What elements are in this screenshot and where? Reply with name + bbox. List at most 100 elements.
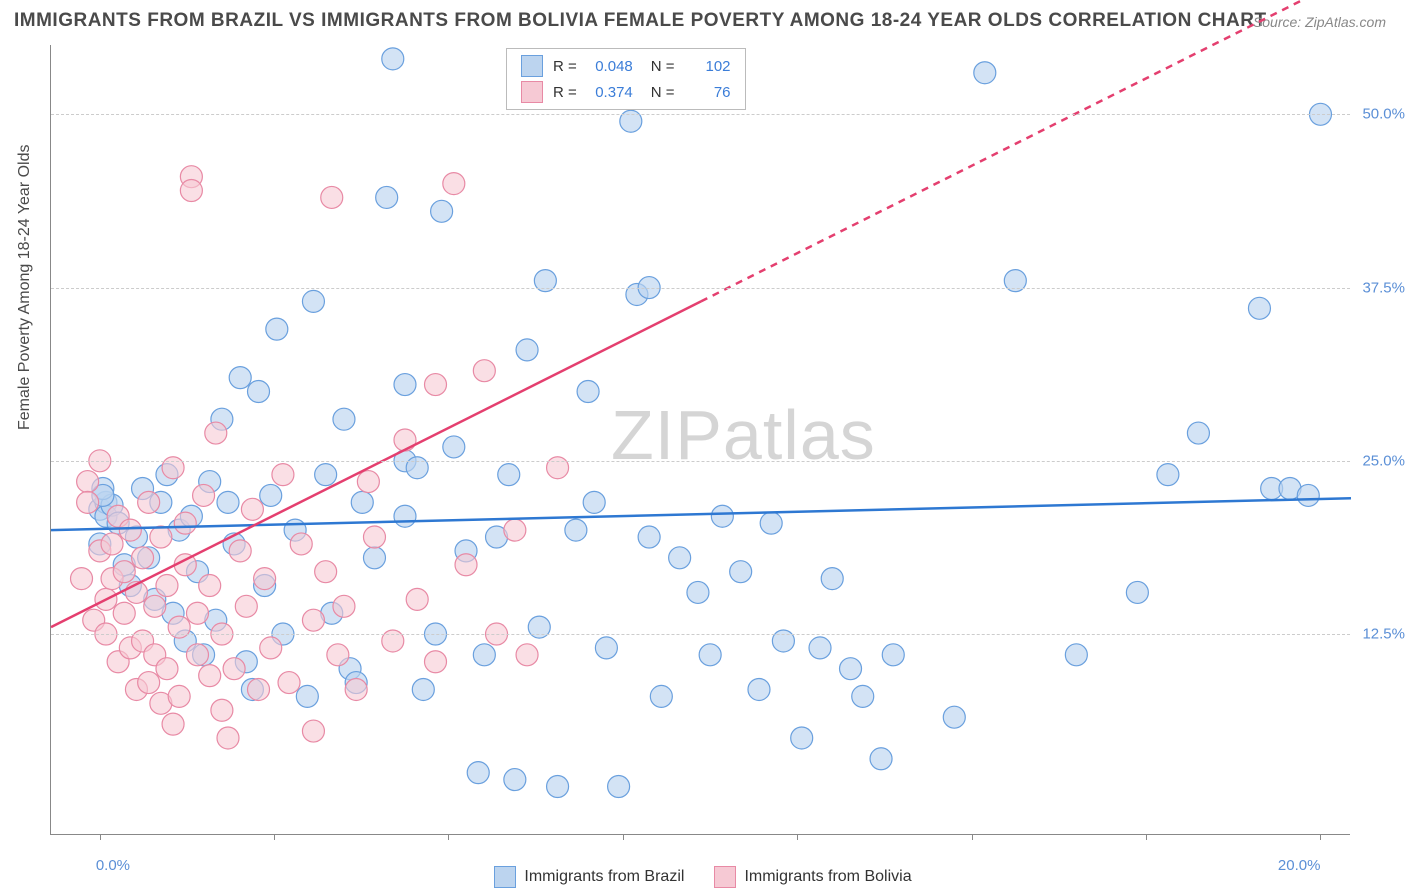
data-point bbox=[278, 672, 300, 694]
data-point bbox=[333, 595, 355, 617]
data-point bbox=[1187, 422, 1209, 444]
data-point bbox=[235, 595, 257, 617]
r-value: 0.374 bbox=[587, 84, 633, 101]
data-point bbox=[296, 685, 318, 707]
data-point bbox=[150, 526, 172, 548]
trend-line bbox=[51, 301, 701, 627]
n-value: 76 bbox=[685, 84, 731, 101]
y-tick-label: 37.5% bbox=[1362, 279, 1405, 296]
data-point bbox=[577, 380, 599, 402]
gridline bbox=[51, 634, 1350, 635]
data-point bbox=[638, 526, 660, 548]
data-point bbox=[943, 706, 965, 728]
data-point bbox=[254, 568, 276, 590]
n-value: 102 bbox=[685, 58, 731, 75]
y-tick-label: 12.5% bbox=[1362, 626, 1405, 643]
data-point bbox=[852, 685, 874, 707]
x-tick bbox=[1146, 834, 1147, 840]
data-point bbox=[516, 339, 538, 361]
data-point bbox=[229, 540, 251, 562]
data-point bbox=[302, 609, 324, 631]
data-point bbox=[351, 491, 373, 513]
data-point bbox=[711, 505, 733, 527]
r-label: R = bbox=[553, 58, 577, 75]
y-tick-label: 25.0% bbox=[1362, 452, 1405, 469]
data-point bbox=[162, 713, 184, 735]
data-point bbox=[406, 588, 428, 610]
data-point bbox=[144, 595, 166, 617]
data-point bbox=[223, 658, 245, 680]
data-point bbox=[394, 374, 416, 396]
data-point bbox=[1248, 297, 1270, 319]
data-point bbox=[382, 48, 404, 70]
data-point bbox=[504, 519, 526, 541]
trend-line bbox=[701, 0, 1351, 301]
data-point bbox=[315, 464, 337, 486]
data-point bbox=[315, 561, 337, 583]
x-tick bbox=[797, 834, 798, 840]
data-point bbox=[760, 512, 782, 534]
data-point bbox=[748, 678, 770, 700]
r-value: 0.048 bbox=[587, 58, 633, 75]
data-point bbox=[180, 180, 202, 202]
n-label: N = bbox=[651, 84, 675, 101]
x-tick bbox=[100, 834, 101, 840]
x-tick bbox=[448, 834, 449, 840]
data-point bbox=[241, 498, 263, 520]
legend-series-item: Immigrants from Bolivia bbox=[714, 866, 911, 888]
data-point bbox=[71, 568, 93, 590]
data-point bbox=[974, 62, 996, 84]
r-label: R = bbox=[553, 84, 577, 101]
data-point bbox=[357, 471, 379, 493]
data-point bbox=[669, 547, 691, 569]
n-label: N = bbox=[651, 58, 675, 75]
data-point bbox=[174, 512, 196, 534]
data-point bbox=[302, 290, 324, 312]
data-point bbox=[199, 575, 221, 597]
data-point bbox=[431, 200, 453, 222]
data-point bbox=[333, 408, 355, 430]
data-point bbox=[272, 464, 294, 486]
data-point bbox=[193, 484, 215, 506]
data-point bbox=[138, 672, 160, 694]
data-point bbox=[467, 762, 489, 784]
data-point bbox=[321, 186, 343, 208]
data-point bbox=[363, 526, 385, 548]
data-point bbox=[882, 644, 904, 666]
data-point bbox=[870, 748, 892, 770]
data-point bbox=[363, 547, 385, 569]
data-point bbox=[504, 769, 526, 791]
data-point bbox=[327, 644, 349, 666]
data-point bbox=[119, 519, 141, 541]
data-point bbox=[168, 685, 190, 707]
data-point bbox=[412, 678, 434, 700]
plot-area: ZIPatlas R =0.048N =102R =0.374N =76 12.… bbox=[50, 45, 1350, 835]
data-point bbox=[101, 533, 123, 555]
data-point bbox=[730, 561, 752, 583]
data-point bbox=[687, 581, 709, 603]
data-point bbox=[498, 464, 520, 486]
legend-series-item: Immigrants from Brazil bbox=[494, 866, 684, 888]
data-point bbox=[1157, 464, 1179, 486]
data-point bbox=[1065, 644, 1087, 666]
data-point bbox=[473, 644, 495, 666]
data-point bbox=[394, 429, 416, 451]
legend-swatch bbox=[494, 866, 516, 888]
data-point bbox=[821, 568, 843, 590]
data-point bbox=[699, 644, 721, 666]
data-point bbox=[443, 173, 465, 195]
y-axis-label: Female Poverty Among 18-24 Year Olds bbox=[16, 145, 34, 431]
data-point bbox=[186, 644, 208, 666]
legend-swatch bbox=[714, 866, 736, 888]
data-point bbox=[260, 637, 282, 659]
data-point bbox=[113, 561, 135, 583]
data-point bbox=[791, 727, 813, 749]
data-point bbox=[650, 685, 672, 707]
x-tick bbox=[972, 834, 973, 840]
data-point bbox=[290, 533, 312, 555]
x-tick bbox=[274, 834, 275, 840]
data-point bbox=[1297, 484, 1319, 506]
legend-series-label: Immigrants from Bolivia bbox=[744, 868, 911, 886]
data-point bbox=[113, 602, 135, 624]
data-point bbox=[132, 547, 154, 569]
